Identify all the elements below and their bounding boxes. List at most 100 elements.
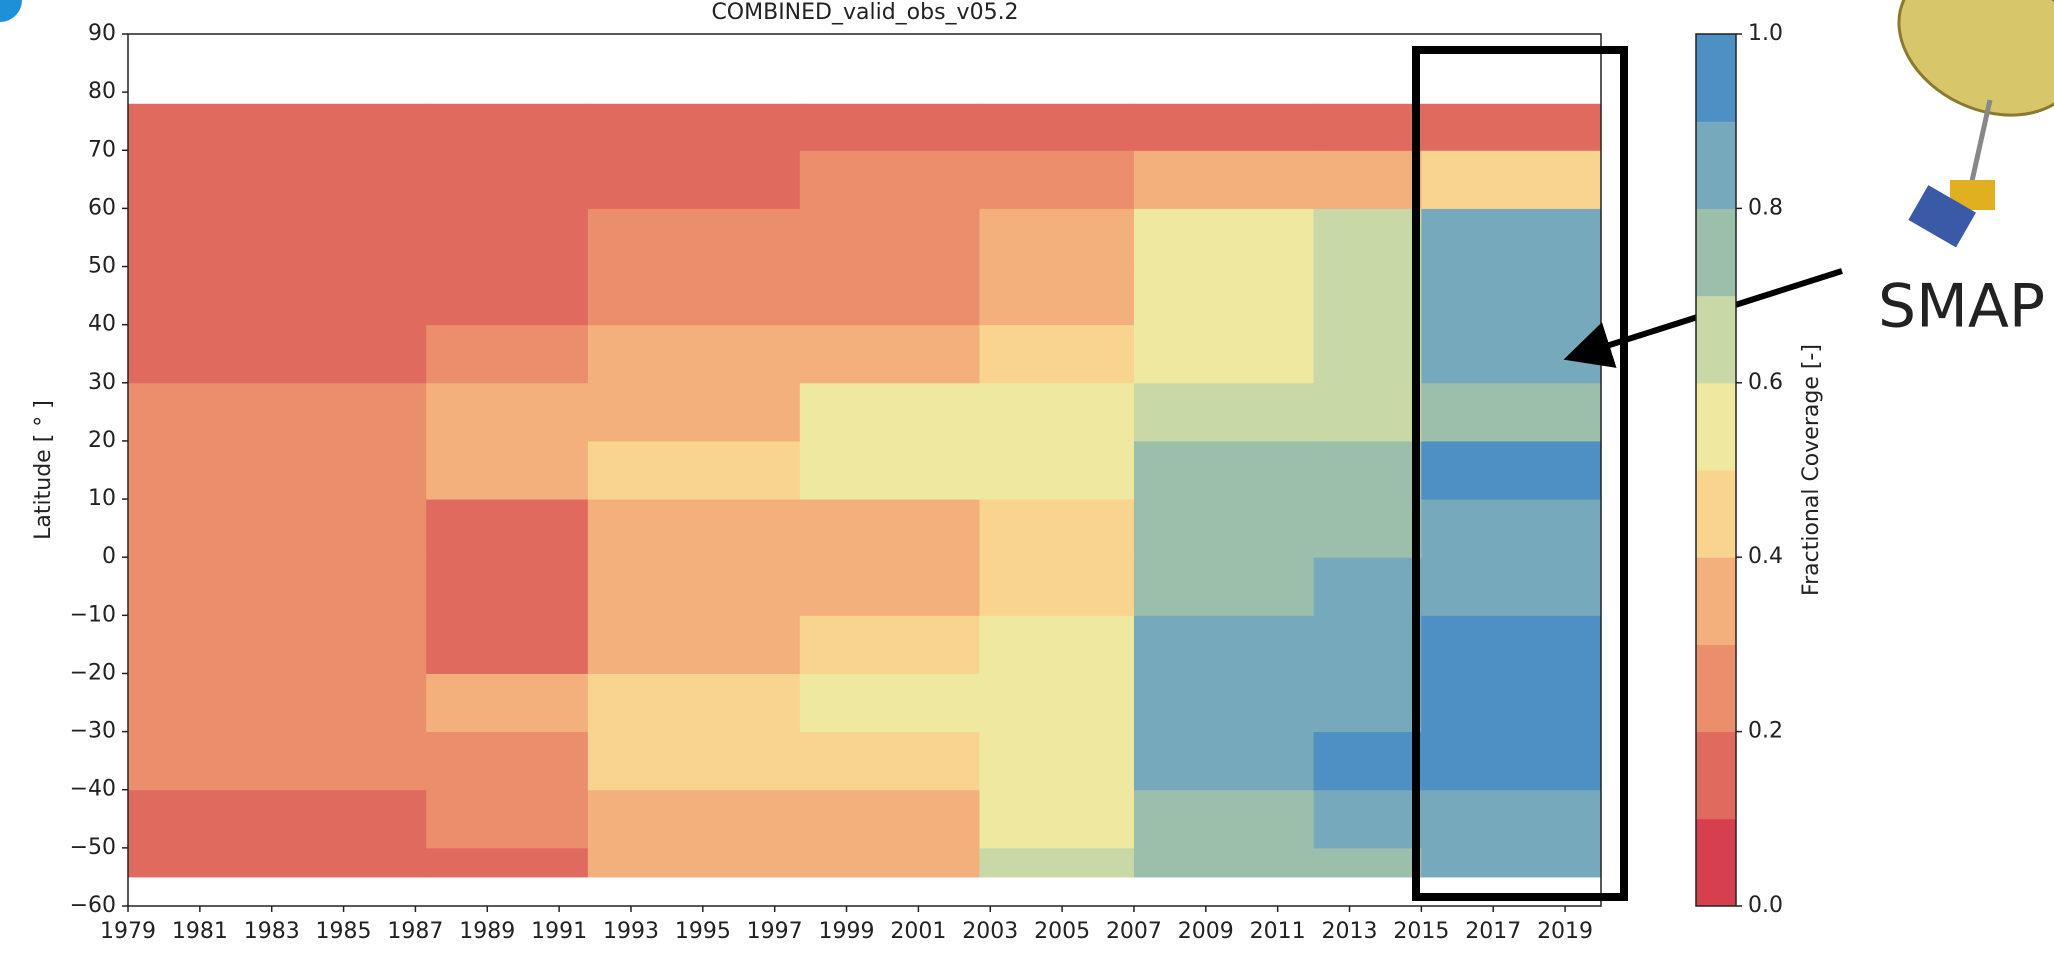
x-tick-label: 2003: [962, 919, 1018, 944]
heatmap-cell: [979, 615, 1135, 674]
heatmap-cell: [799, 440, 980, 500]
colorbar-tick-label: 0.6: [1748, 370, 1783, 395]
heatmap-cell: [1133, 557, 1315, 616]
heatmap-cell: [1421, 789, 1602, 849]
heatmap-cell: [426, 673, 589, 733]
colorbar-segment: [1696, 470, 1736, 558]
x-tick-label: 2017: [1465, 919, 1521, 944]
heatmap-cell: [426, 266, 589, 326]
x-tick-label: 2013: [1322, 919, 1378, 944]
y-tick-label: −10: [70, 602, 116, 627]
annotation: SMAP: [1878, 272, 2045, 342]
heatmap-cell: [979, 266, 1135, 326]
heatmap-cell: [1313, 266, 1422, 326]
colorbar-segment: [1696, 818, 1736, 907]
heatmap-cell: [128, 557, 427, 616]
heatmap-cell: [799, 266, 980, 326]
colorbar-label: Fractional Coverage [-]: [1799, 344, 1824, 596]
heatmap-cell: [979, 324, 1135, 384]
heatmap-cell: [426, 847, 589, 878]
x-tick-label: 1995: [675, 919, 731, 944]
x-tick-label: 2007: [1106, 919, 1162, 944]
heatmap-cell: [979, 789, 1135, 849]
heatmap-cell: [1133, 615, 1315, 674]
satellite: [1897, 0, 2054, 248]
heatmap-cell: [1421, 499, 1602, 558]
colorbar-segment: [1696, 644, 1736, 733]
heatmap-cell: [979, 847, 1135, 878]
heatmap-cell: [1313, 150, 1422, 209]
heatmap-cell: [1133, 103, 1315, 151]
heatmap-cell: [979, 499, 1135, 558]
y-tick-label: 10: [88, 486, 116, 511]
heatmap-cell: [426, 789, 589, 849]
heatmap-cell: [799, 673, 980, 733]
y-tick-label: 80: [88, 79, 116, 104]
logo-fragment: [0, 0, 22, 22]
heatmap-cell: [426, 382, 589, 442]
colorbar-tick-label: 0.4: [1748, 544, 1783, 569]
heatmap-cell: [426, 440, 589, 500]
heatmap-cell: [587, 557, 801, 616]
colorbar-tick-label: 0.2: [1748, 719, 1783, 744]
heatmap-cell: [799, 847, 980, 878]
heatmap-cell: [426, 499, 589, 558]
heatmap-cell: [587, 789, 801, 849]
heatmap-cell: [426, 150, 589, 209]
heatmap-cell: [1421, 557, 1602, 616]
x-tick-label: 2009: [1178, 919, 1234, 944]
heatmap-cell: [128, 208, 427, 268]
colorbar-segment: [1696, 121, 1736, 209]
heatmap-cell: [979, 208, 1135, 268]
x-tick-label: 1983: [244, 919, 300, 944]
heatmap-cell: [587, 266, 801, 326]
heatmap-cell: [587, 440, 801, 500]
heatmap-cell: [426, 731, 589, 791]
heatmap-cell: [1133, 731, 1315, 791]
heatmap-cell: [979, 673, 1135, 733]
x-tick-label: 1991: [531, 919, 587, 944]
heatmap-cell: [1133, 673, 1315, 733]
heatmap-cell: [587, 673, 801, 733]
colorbar-segment: [1696, 295, 1736, 384]
heatmap-cell: [1421, 615, 1602, 674]
heatmap-cell: [1313, 557, 1422, 616]
heatmap-cell: [1313, 208, 1422, 268]
heatmap-cell: [426, 324, 589, 384]
heatmap-cell: [799, 789, 980, 849]
solar-panel: [1908, 185, 1976, 248]
heatmap-cell: [128, 789, 427, 849]
heatmap-cell: [587, 499, 801, 558]
x-tick-label: 1989: [459, 919, 515, 944]
colorbar-tick-label: 0.0: [1748, 893, 1783, 918]
heatmap-cell: [799, 382, 980, 442]
y-tick-label: 40: [88, 312, 116, 337]
heatmap-cell: [799, 208, 980, 268]
heatmap-cell: [1313, 499, 1422, 558]
heatmap-cell: [1313, 324, 1422, 384]
y-tick-label: 70: [88, 137, 116, 162]
heatmap-cell: [1313, 382, 1422, 442]
dish: [1897, 0, 2054, 117]
heatmap-cell: [1133, 789, 1315, 849]
heatmap-cell: [1421, 440, 1602, 500]
y-axis-label: Latitude [ ° ]: [31, 400, 56, 540]
colorbar-tick-label: 1.0: [1748, 21, 1783, 46]
heatmap-cell: [799, 615, 980, 674]
heatmap-cell: [1133, 208, 1315, 268]
heatmap-cell: [1313, 615, 1422, 674]
colorbar-frame: [1695, 33, 1737, 907]
heatmap-cell: [1313, 673, 1422, 733]
heatmap-cell: [979, 731, 1135, 791]
heatmap-cell: [1133, 847, 1315, 878]
y-tick-label: 50: [88, 254, 116, 279]
x-tick-label: 2005: [1034, 919, 1090, 944]
heatmap: [128, 103, 1602, 878]
heatmap-cell: [1421, 150, 1602, 209]
heatmap-cell: [1133, 150, 1315, 209]
y-tick-label: −20: [70, 660, 116, 685]
heatmap-cell: [1313, 103, 1422, 151]
heatmap-cell: [426, 615, 589, 674]
chart-title: COMBINED_valid_obs_v05.2: [711, 0, 1018, 25]
